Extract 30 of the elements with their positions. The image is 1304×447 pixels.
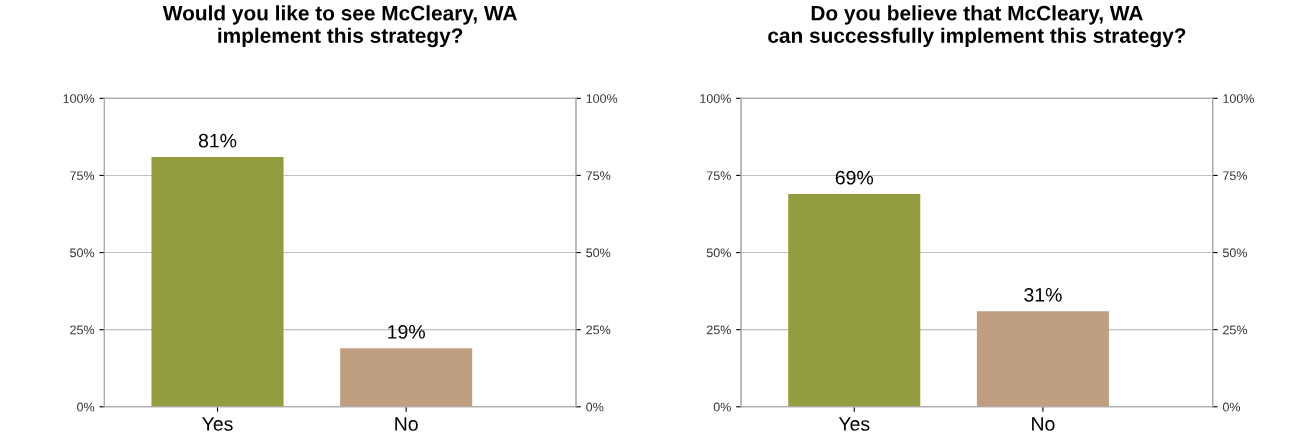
y2-tick-label: 25% — [586, 325, 611, 335]
y-tick-label: 75% — [706, 171, 731, 181]
y-tick-label: 75% — [70, 171, 95, 181]
y2-tick-label: 50% — [1222, 248, 1248, 258]
data-label: 81% — [198, 133, 237, 148]
y-tick-label: 50% — [70, 248, 95, 258]
y-tick-label: 25% — [706, 325, 731, 335]
x-tick-label: Yes — [202, 417, 233, 431]
y-tick-label: 100% — [700, 94, 731, 103]
y2-tick-label: 0% — [586, 402, 604, 412]
y2-tick-label: 0% — [1222, 402, 1241, 412]
y2-tick-label: 75% — [586, 171, 611, 181]
y-tick-label: 0% — [713, 402, 731, 412]
x-tick-label: Yes — [838, 417, 870, 431]
y-tick-label: 100% — [63, 94, 95, 103]
y2-tick-label: 100% — [1223, 94, 1254, 103]
x-tick-label: No — [395, 417, 418, 431]
data-label: 19% — [388, 325, 425, 339]
y2-tick-label: 25% — [1223, 325, 1248, 335]
y-tick-label: 25% — [70, 325, 95, 335]
chart-title: Do you believe that McCleary, WA can successfully implement this strategy? — [768, 5, 1186, 48]
chart-title: Would you like to see McCleary, WA implement this strategy? — [162, 5, 517, 48]
data-label: 31% — [1024, 287, 1062, 302]
y2-tick-label: 100% — [586, 94, 618, 103]
x-tick-label: No — [1032, 417, 1055, 431]
y-tick-label: 50% — [706, 248, 731, 258]
y2-tick-label: 75% — [1223, 171, 1248, 181]
data-label: 69% — [835, 170, 874, 185]
y2-tick-label: 50% — [586, 248, 611, 258]
y-tick-label: 0% — [77, 402, 95, 412]
